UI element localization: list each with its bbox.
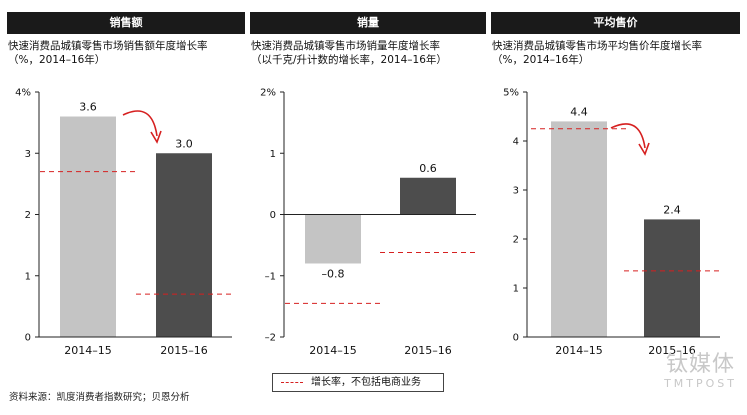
y-tick-label: 1	[513, 284, 519, 295]
y-tick-label: –1	[265, 271, 276, 282]
panel-header: 销售额	[7, 12, 245, 34]
panel-header: 平均售价	[491, 12, 740, 34]
legend-dash-swatch	[281, 382, 303, 383]
volume-panel: 销量 快速消费品城镇零售市场销量年度增长率 （以千克/升计数的增长率，2014–…	[250, 12, 486, 362]
volume-chart: –2 –1 0 1 2% –0.8 2014–15 0.6 2015–16	[260, 88, 476, 357]
data-label: 2.4	[663, 203, 681, 216]
decline-arrow	[610, 123, 646, 149]
y-tick-label: 1	[25, 271, 31, 282]
bar	[60, 116, 116, 337]
panel-header: 销量	[250, 12, 486, 34]
chart-title: 快速消费品城镇零售市场销售额年度增长率	[8, 40, 208, 52]
sales-chart: 0 1 2 3 4% 3.6 2014–15 3.0 2015–16	[15, 88, 232, 357]
data-label: 0.6	[419, 162, 437, 175]
decline-arrow	[122, 110, 158, 137]
bar	[644, 219, 700, 337]
legend: 增长率，不包括电商业务	[272, 373, 444, 392]
panel-subtitle: 快速消费品城镇零售市场销售额年度增长率 （%，2014–16年）	[8, 39, 208, 67]
y-tick-label: 3	[25, 149, 31, 160]
x-tick-label: 2014–15	[309, 344, 357, 357]
y-tick-label: 0	[270, 210, 276, 221]
bar	[156, 153, 212, 337]
watermark-logo: 钛媒体 TMTPOST	[664, 352, 737, 390]
sales-panel: 销售额 快速消费品城镇零售市场销售额年度增长率 （%，2014–16年） 0 1 2…	[7, 12, 245, 362]
panel-subtitle: 快速消费品城镇零售市场销量年度增长率 （以千克/升计数的增长率，2014–16年…	[251, 39, 447, 67]
x-tick-label: 2015–16	[160, 344, 208, 357]
price-panel: 平均售价 快速消费品城镇零售市场平均售价年度增长率 （%，2014–16年） 0…	[491, 12, 740, 362]
arrow-head-icon	[638, 142, 650, 156]
y-tick-label: 4	[513, 137, 519, 148]
data-label: 3.0	[175, 137, 193, 150]
data-label: –0.8	[322, 268, 345, 281]
watermark-cn: 钛媒体	[666, 352, 736, 377]
y-tick-label: 0	[25, 333, 31, 344]
chart-unit: （%，2014–16年）	[8, 54, 106, 66]
chart-title: 快速消费品城镇零售市场销量年度增长率	[251, 40, 440, 52]
panel-subtitle: 快速消费品城镇零售市场平均售价年度增长率 （%，2014–16年）	[492, 39, 702, 67]
x-tick-label: 2014–15	[555, 344, 603, 357]
x-tick-label: 2015–16	[648, 344, 696, 357]
y-tick-label: 4%	[15, 88, 31, 99]
y-tick-label: 0	[513, 333, 519, 344]
y-tick-label: 1	[270, 149, 276, 160]
chart-unit: （%，2014–16年）	[492, 54, 590, 66]
bar	[305, 214, 361, 264]
watermark-en: TMTPOST	[664, 377, 737, 390]
bar	[400, 177, 456, 215]
price-chart: 0 1 2 3 4 5% 4.4 2014–15 2.4 2015–16	[503, 88, 720, 357]
chart-unit: （以千克/升计数的增长率，2014–16年）	[251, 54, 447, 66]
y-tick-label: 2	[513, 235, 519, 246]
y-tick-label: 2	[25, 210, 31, 221]
bar	[551, 121, 607, 338]
data-label: 3.6	[79, 101, 97, 114]
x-tick-label: 2014–15	[64, 344, 112, 357]
y-tick-label: 3	[513, 186, 519, 197]
chart-title: 快速消费品城镇零售市场平均售价年度增长率	[492, 40, 702, 52]
arrow-head-icon	[150, 130, 162, 144]
y-tick-label: –2	[265, 333, 276, 344]
data-label: 4.4	[570, 105, 588, 118]
x-tick-label: 2015–16	[404, 344, 452, 357]
legend-label: 增长率，不包括电商业务	[311, 377, 421, 388]
y-tick-label: 2%	[260, 88, 276, 99]
source-note: 资料来源：凯度消费者指数研究；贝恩分析	[9, 392, 190, 403]
y-tick-label: 5%	[503, 88, 519, 99]
